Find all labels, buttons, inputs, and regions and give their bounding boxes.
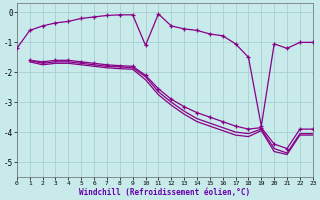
X-axis label: Windchill (Refroidissement éolien,°C): Windchill (Refroidissement éolien,°C) (79, 188, 250, 197)
